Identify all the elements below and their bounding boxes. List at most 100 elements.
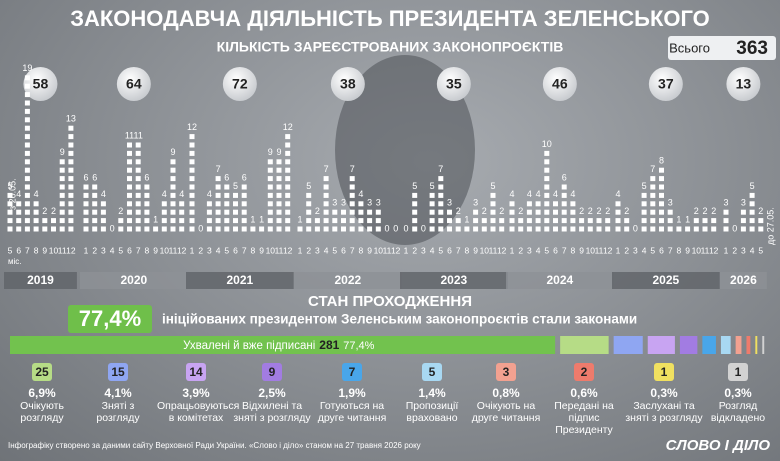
dot bbox=[561, 192, 567, 198]
dot bbox=[161, 209, 167, 215]
dot-column bbox=[127, 142, 132, 232]
dot-column bbox=[92, 184, 98, 232]
month-label: 10 bbox=[692, 245, 702, 255]
year-label: 2026 bbox=[730, 273, 757, 287]
value-label: 6 bbox=[83, 172, 88, 182]
status-label: Опрацьовуються в комітетах bbox=[157, 400, 240, 424]
dot-column bbox=[24, 75, 30, 232]
value-label: 3 bbox=[367, 198, 372, 208]
dot bbox=[306, 201, 312, 207]
status-segment bbox=[755, 336, 758, 354]
dot bbox=[473, 209, 479, 215]
value-label: 1 bbox=[464, 214, 469, 224]
dot bbox=[59, 218, 65, 224]
month-label: 1 bbox=[190, 245, 195, 255]
month-label: 11 bbox=[489, 245, 498, 255]
dot bbox=[659, 201, 664, 207]
dot bbox=[206, 209, 212, 215]
dot-column bbox=[693, 218, 699, 232]
dot bbox=[553, 201, 558, 207]
month-label: 2 bbox=[306, 245, 311, 255]
dot bbox=[276, 201, 282, 207]
dot bbox=[127, 176, 132, 182]
month-label: 3 bbox=[207, 245, 212, 255]
dot bbox=[553, 209, 558, 215]
dot-column bbox=[7, 192, 13, 232]
dot-column bbox=[153, 226, 159, 232]
month-label: 6 bbox=[233, 245, 238, 255]
dot bbox=[650, 218, 656, 224]
dot bbox=[518, 218, 524, 224]
dot bbox=[641, 201, 647, 207]
year-band bbox=[80, 272, 188, 289]
status-segment bbox=[702, 336, 716, 354]
year-label: 2021 bbox=[226, 273, 253, 287]
dot bbox=[306, 226, 312, 232]
dot bbox=[33, 201, 39, 207]
value-label: 5 bbox=[306, 181, 311, 191]
value-label: 8 bbox=[659, 156, 664, 166]
dot bbox=[323, 192, 329, 198]
dot bbox=[490, 209, 496, 215]
total-value: 363 bbox=[736, 38, 768, 59]
value-label: 12 bbox=[283, 122, 293, 132]
month-label: 2 bbox=[518, 245, 523, 255]
value-label: 13 bbox=[66, 114, 76, 124]
dot bbox=[92, 218, 98, 224]
dot-column bbox=[341, 209, 346, 232]
dot bbox=[535, 226, 541, 232]
dot bbox=[215, 226, 221, 232]
total-label: Всього bbox=[669, 40, 710, 55]
value-label: 1 bbox=[685, 214, 690, 224]
value-label: 3 bbox=[447, 198, 452, 208]
month-label: 10 bbox=[480, 245, 490, 255]
dot bbox=[758, 226, 764, 232]
dot bbox=[276, 184, 282, 190]
dot bbox=[412, 201, 418, 207]
status-percent: 0,8% bbox=[492, 386, 520, 400]
status-label: Готуються на друге читання bbox=[317, 400, 387, 424]
dot-column bbox=[659, 167, 664, 232]
month-label: 10 bbox=[374, 245, 384, 255]
month-label: 11 bbox=[58, 245, 67, 255]
dot bbox=[83, 192, 89, 198]
status-percent: 4,1% bbox=[104, 386, 132, 400]
dot bbox=[624, 226, 630, 232]
month-label: 4 bbox=[324, 245, 329, 255]
dot bbox=[127, 192, 132, 198]
dot bbox=[473, 226, 479, 232]
dot bbox=[570, 201, 576, 207]
month-label: 12 bbox=[283, 245, 293, 255]
dot-column bbox=[51, 218, 56, 232]
dot bbox=[429, 226, 435, 232]
dot bbox=[367, 209, 373, 215]
dot-column bbox=[596, 218, 602, 232]
dot bbox=[59, 201, 65, 207]
dot bbox=[285, 134, 291, 140]
total-box bbox=[668, 36, 776, 60]
year-label: 2023 bbox=[440, 273, 467, 287]
dot bbox=[267, 167, 273, 173]
year-total: 72 bbox=[232, 76, 248, 92]
month-label: 7 bbox=[350, 245, 355, 255]
dot bbox=[358, 218, 364, 224]
dot bbox=[33, 218, 39, 224]
value-label: 4 bbox=[553, 189, 558, 199]
month-label: 7 bbox=[136, 245, 141, 255]
dot bbox=[179, 201, 185, 207]
dot bbox=[144, 201, 150, 207]
value-label: 4 bbox=[34, 189, 39, 199]
status-count: 1 bbox=[654, 363, 674, 381]
dot bbox=[412, 218, 418, 224]
month-label: 7 bbox=[242, 245, 247, 255]
dot bbox=[473, 218, 479, 224]
dot bbox=[68, 176, 74, 182]
value-label: 1 bbox=[676, 214, 681, 224]
value-label: 0 bbox=[633, 223, 638, 233]
month-label: 8 bbox=[34, 245, 39, 255]
dot bbox=[16, 209, 22, 215]
dot-column bbox=[285, 134, 291, 232]
dot-column bbox=[233, 192, 238, 232]
value-label: 4 bbox=[162, 189, 167, 199]
status-count: 3 bbox=[496, 363, 516, 381]
